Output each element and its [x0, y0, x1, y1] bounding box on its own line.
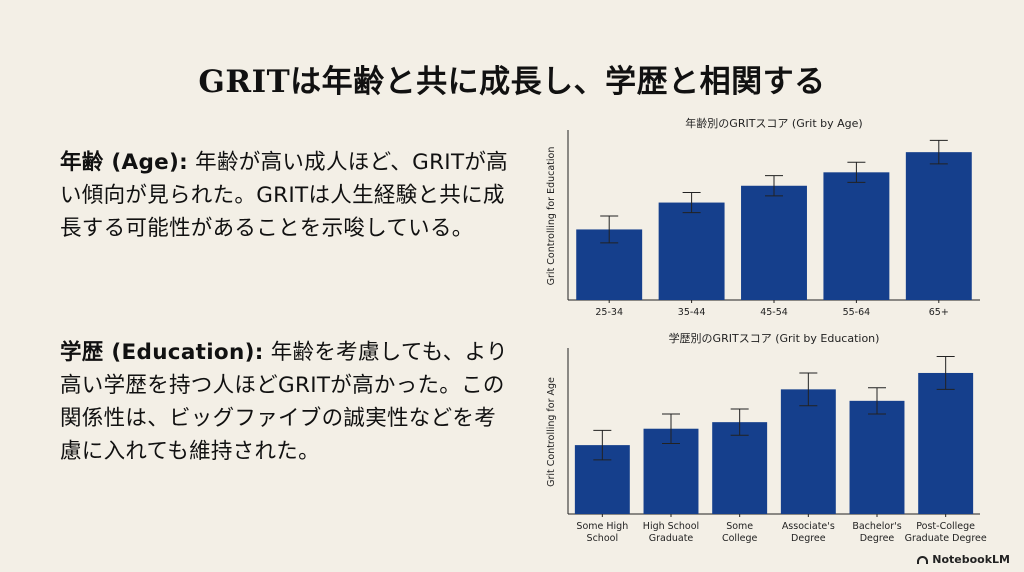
chart-svg: 学歴別のGRITスコア (Grit by Education) Grit Cont…: [546, 331, 987, 544]
bar: [658, 202, 725, 300]
x-tick-label: Degree: [791, 533, 826, 544]
education-paragraph: 学歴 (Education): 年齢を考慮しても、より高い学歴を持つ人ほどGRI…: [60, 336, 510, 468]
grit-by-education-chart: 学歴別のGRITスコア (Grit by Education) Grit Cont…: [530, 326, 990, 551]
x-tick-label: College: [722, 533, 758, 544]
age-body: 年齢が高い成人ほど、GRITが高い傾向が見られた。GRITは人生経験と共に成長す…: [60, 150, 508, 241]
x-tick-label: Some High: [576, 521, 628, 532]
bar: [918, 372, 974, 514]
bar: [712, 422, 768, 514]
x-tick-label: Degree: [860, 533, 895, 544]
x-tick-label: 55-64: [843, 307, 871, 318]
notebooklm-logo-icon: [917, 556, 929, 564]
brand-label: NotebookLM: [932, 553, 1010, 566]
x-tick-label: Graduate Degree: [905, 533, 987, 544]
bar: [780, 389, 836, 514]
x-tick-label: 25-34: [595, 307, 623, 318]
grit-by-age-chart: 年齢別のGRITスコア (Grit by Age) Grit Controllin…: [530, 112, 990, 327]
chart-title: 学歴別のGRITスコア (Grit by Education): [669, 331, 880, 345]
bar: [741, 185, 807, 300]
x-tick-label: 35-44: [678, 307, 706, 318]
education-heading: 学歴 (Education):: [60, 340, 264, 365]
age-heading: 年齢 (Age):: [60, 150, 189, 175]
bar: [849, 400, 905, 514]
notebooklm-brand: NotebookLM: [917, 553, 1010, 566]
x-tick-label: Post-College: [916, 521, 975, 532]
y-axis-label: Grit Controlling for Age: [546, 377, 557, 487]
x-tick-label: Associate's: [782, 521, 835, 532]
slide-title: GRITは年齢と共に成長し、学歴と相関する: [198, 64, 826, 100]
x-tick-label: 45-54: [760, 307, 788, 318]
x-tick-label: Bachelor's: [852, 521, 901, 532]
education-body: 年齢を考慮しても、より高い学歴を持つ人ほどGRITが高かった。この関係性は、ビッ…: [60, 340, 508, 464]
chart-svg: 年齢別のGRITスコア (Grit by Age) Grit Controllin…: [546, 116, 980, 318]
x-tick-label: Some: [726, 521, 753, 532]
x-tick-label: Graduate: [649, 533, 694, 544]
chart-title: 年齢別のGRITスコア (Grit by Age): [685, 116, 862, 130]
x-tick-label: High School: [643, 521, 699, 532]
x-tick-label: School: [587, 533, 619, 544]
y-axis-label: Grit Controlling for Education: [546, 147, 557, 286]
bar: [823, 172, 890, 300]
bar: [905, 152, 972, 300]
x-tick-label: 65+: [929, 307, 949, 318]
age-paragraph: 年齢 (Age): 年齢が高い成人ほど、GRITが高い傾向が見られた。GRITは…: [60, 146, 510, 245]
